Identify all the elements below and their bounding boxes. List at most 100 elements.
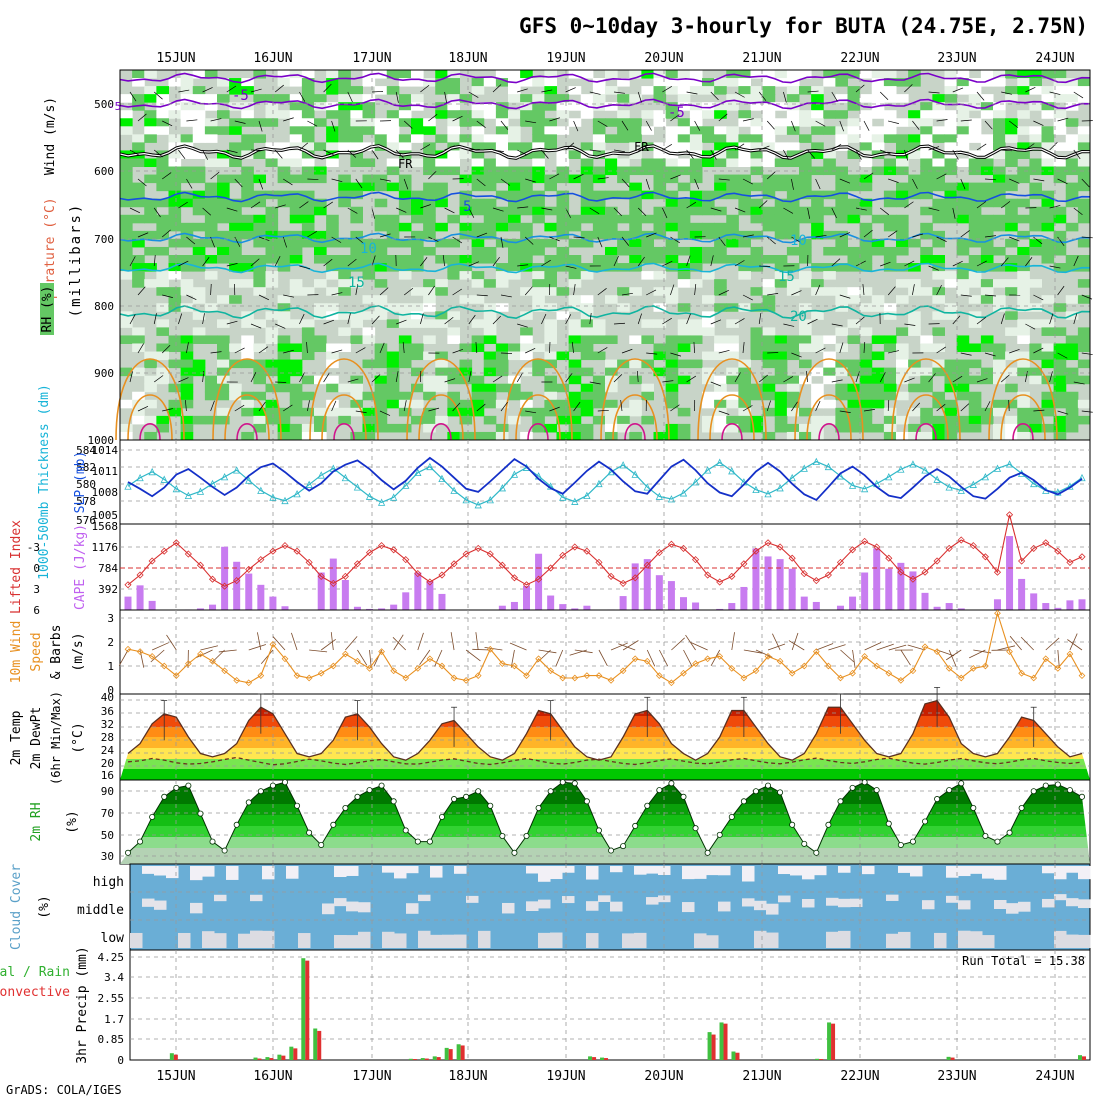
precip-axis-label: 3hr Precip (mm) — [75, 946, 90, 1063]
cloud-cell — [634, 933, 647, 948]
rh-cell — [1017, 287, 1030, 296]
data-point — [693, 826, 698, 831]
rh-cell — [908, 239, 921, 248]
rh-cell — [1017, 199, 1030, 208]
rh-cell — [181, 279, 194, 288]
rh-cell — [775, 126, 788, 135]
rh-cell — [981, 255, 994, 264]
rh-cell — [169, 175, 182, 184]
rh-cell — [363, 110, 376, 119]
rh-cell — [557, 408, 570, 417]
rh-cell — [763, 175, 776, 184]
rh-cell — [714, 343, 727, 352]
rh-cell — [690, 231, 703, 240]
rh-cell — [1029, 134, 1042, 143]
data-point — [753, 789, 758, 794]
rh-cell — [241, 432, 254, 441]
rh-cell — [920, 368, 933, 377]
rh-cell — [775, 207, 788, 216]
rh-cell — [666, 70, 679, 79]
rh-cell — [920, 247, 933, 256]
rh-cell — [920, 110, 933, 119]
cloud-cell — [1042, 899, 1055, 907]
rh-cell — [484, 134, 497, 143]
rh-cell — [205, 384, 218, 393]
rh-cell — [702, 158, 715, 167]
rh-cell — [714, 384, 727, 393]
rh-cell — [666, 432, 679, 441]
cloud-cell — [682, 902, 695, 912]
rh-cell — [411, 400, 424, 409]
rh-cell — [835, 384, 848, 393]
rh-cell — [193, 335, 206, 344]
rh-cell — [1042, 327, 1055, 336]
rh-cell — [775, 335, 788, 344]
rh-cell — [811, 311, 824, 320]
rh-cell — [132, 215, 145, 224]
rh-cell — [544, 327, 557, 336]
rh-cell — [399, 311, 412, 320]
rh-cell — [726, 239, 739, 248]
rh-cell — [569, 335, 582, 344]
cape-bar — [137, 585, 144, 610]
rh-cell — [1066, 408, 1079, 417]
rh-cell — [835, 134, 848, 143]
rh-cell — [302, 158, 315, 167]
rh-cell — [751, 126, 764, 135]
rh-cell — [945, 207, 958, 216]
rain-bar — [409, 1059, 413, 1060]
rh-cell — [411, 199, 424, 208]
rh-cell — [363, 432, 376, 441]
cape-bar — [994, 599, 1001, 610]
rh-cell — [544, 223, 557, 232]
rh-cell — [484, 432, 497, 441]
data-point — [137, 839, 142, 844]
rh-cell — [690, 126, 703, 135]
rh-cell — [811, 126, 824, 135]
rh-cell — [690, 175, 703, 184]
rh-cell — [872, 110, 885, 119]
rh-cell — [1029, 223, 1042, 232]
rh-cell — [751, 287, 764, 296]
rh-cell — [738, 199, 751, 208]
cloud-cell — [1054, 894, 1067, 900]
cape-bar — [849, 597, 856, 610]
rh-cell — [848, 295, 861, 304]
rh-cell — [569, 215, 582, 224]
cloud-cell — [1078, 935, 1091, 948]
rh-cell — [472, 78, 485, 87]
rh-cell — [290, 368, 303, 377]
rh-cell — [363, 183, 376, 192]
rh-cell — [156, 110, 169, 119]
rh-cell — [132, 368, 145, 377]
rh-cell — [508, 175, 521, 184]
rh-cell — [472, 223, 485, 232]
cloud-cell — [586, 901, 599, 911]
cloud-unit-label: (%) — [37, 895, 52, 918]
rh-cell — [241, 134, 254, 143]
date-label-top: 19JUN — [546, 51, 585, 66]
rh-cell — [532, 158, 545, 167]
rh-cell — [811, 207, 824, 216]
data-point — [150, 814, 155, 819]
rh-cell — [484, 352, 497, 361]
rh-cell — [1029, 183, 1042, 192]
rh-cell — [908, 183, 921, 192]
rh-cell — [144, 376, 157, 385]
rh-cell — [217, 255, 230, 264]
data-point — [415, 839, 420, 844]
rh-cell — [1017, 126, 1030, 135]
rh-cell — [326, 70, 339, 79]
convective-bar — [437, 1057, 441, 1060]
data-point — [403, 828, 408, 833]
rh-cell — [678, 327, 691, 336]
rh-cell — [593, 231, 606, 240]
cloud-cell — [382, 932, 395, 948]
rh-cell — [326, 271, 339, 280]
rh-cell — [823, 158, 836, 167]
cloud-cell — [910, 866, 923, 876]
rh-cell — [544, 183, 557, 192]
rh-cell — [241, 335, 254, 344]
cloud-middle-label: middle — [77, 903, 124, 918]
rh-cell — [302, 352, 315, 361]
